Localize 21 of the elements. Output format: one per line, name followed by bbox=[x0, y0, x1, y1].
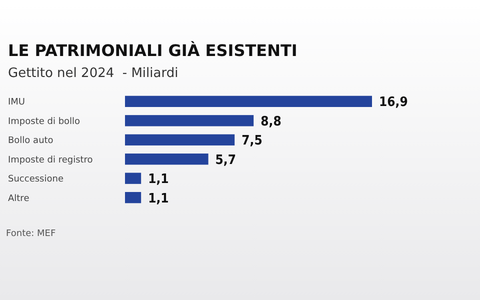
data-label: 5,7 bbox=[215, 152, 236, 168]
source-note: Fonte: MEF bbox=[6, 229, 56, 239]
y-tick-label: Successione bbox=[8, 174, 64, 185]
data-label: 7,5 bbox=[242, 134, 262, 149]
y-tick-label: Imposte di registro bbox=[8, 155, 94, 166]
chart-subtitle: Gettito nel 2024 - Miliardi bbox=[8, 66, 178, 81]
bar bbox=[125, 96, 372, 107]
bar bbox=[125, 192, 142, 204]
data-label: 16,9 bbox=[379, 95, 408, 110]
data-label: 1,1 bbox=[148, 191, 169, 206]
y-tick-label: Imposte di bollo bbox=[8, 116, 81, 127]
bar bbox=[125, 115, 254, 126]
y-tick-label: Altre bbox=[8, 194, 30, 204]
data-label: 8,8 bbox=[260, 114, 282, 130]
bar bbox=[125, 134, 235, 146]
bar bbox=[125, 154, 208, 165]
y-tick-label: IMU bbox=[8, 98, 26, 108]
bar bbox=[125, 172, 142, 184]
chart-title: LE PATRIMONIALI GIÀ ESISTENTI bbox=[8, 41, 298, 60]
y-tick-label: Bollo auto bbox=[8, 136, 54, 146]
data-label: 1,1 bbox=[148, 172, 169, 188]
